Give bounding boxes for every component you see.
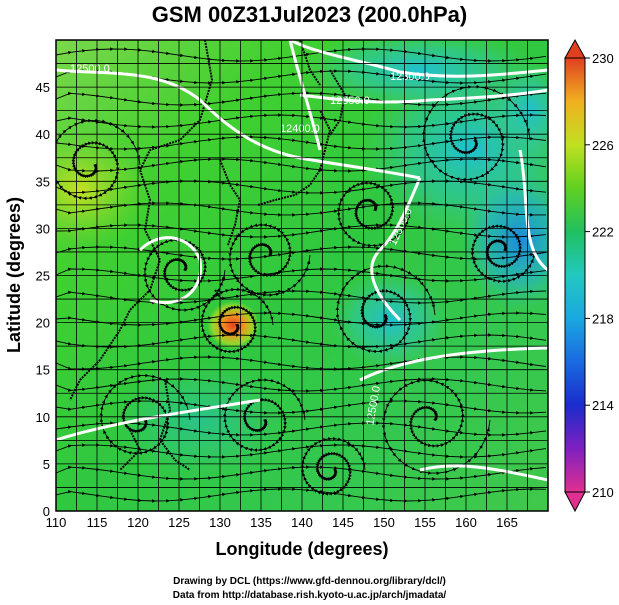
map-title: GSM 00Z31Jul2023 (200.0hPa) <box>151 2 468 27</box>
x-tick-labels: 110 115 120 125 130 135 140 145 150 155 160 165 <box>46 515 518 530</box>
x-tick-label: 130 <box>209 515 231 530</box>
x-tick-label: 110 <box>46 515 67 530</box>
x-tick-label: 155 <box>414 515 436 530</box>
colorbar-bottom-cap <box>564 491 586 513</box>
x-tick-label: 145 <box>332 515 354 530</box>
y-tick-label: 40 <box>36 127 50 142</box>
contour-label: 12350.0 <box>330 95 370 107</box>
plot-area <box>56 40 548 511</box>
x-axis-label: Longitude (degrees) <box>215 539 388 559</box>
y-tick-label: 35 <box>36 174 50 189</box>
x-tick-label: 160 <box>455 515 477 530</box>
grid <box>55 39 549 512</box>
y-tick-label: 15 <box>36 363 50 378</box>
colorbar-tick-label: 226 <box>592 138 614 153</box>
y-axis-label: Latitude (degrees) <box>4 197 24 353</box>
colorbar-tick-label: 218 <box>592 311 614 326</box>
contour-label: 12400.0 <box>280 123 320 135</box>
contour-label: 12500.0 <box>70 63 110 75</box>
colorbar-tick-label: 214 <box>592 398 614 413</box>
x-tick-label: 140 <box>291 515 313 530</box>
y-tick-label: 20 <box>36 316 50 331</box>
y-tick-label: 45 <box>36 80 50 95</box>
colorbar-tick-label: 222 <box>592 225 614 240</box>
contour-label: 12300.0 <box>390 71 430 83</box>
x-tick-label: 115 <box>87 515 108 530</box>
y-tick-label: 0 <box>43 504 50 519</box>
credit-data: Data from http://database.rish.kyoto-u.a… <box>172 590 447 601</box>
x-tick-label: 120 <box>127 515 149 530</box>
y-tick-label: 25 <box>36 269 50 284</box>
y-tick-label: 30 <box>36 221 50 236</box>
x-tick-label: 165 <box>496 515 518 530</box>
x-tick-label: 135 <box>250 515 272 530</box>
plot-frame <box>55 39 549 512</box>
colorbar: 210 214 218 222 226 230 <box>564 38 614 513</box>
colorbar-top-cap <box>564 38 586 59</box>
credit-drawing: Drawing by DCL (https://www.gfd-dennou.o… <box>173 576 446 587</box>
colorbar-body <box>564 57 586 493</box>
y-tick-labels: 0 5 10 15 20 25 30 35 40 45 <box>36 80 50 519</box>
colorbar-tick-label: 210 <box>592 485 614 500</box>
x-tick-label: 150 <box>373 515 395 530</box>
colorbar-tick-label: 230 <box>592 51 614 66</box>
streamlines <box>56 47 547 503</box>
x-tick-label: 125 <box>168 515 190 530</box>
y-tick-label: 5 <box>43 457 50 472</box>
y-tick-label: 10 <box>36 410 50 425</box>
